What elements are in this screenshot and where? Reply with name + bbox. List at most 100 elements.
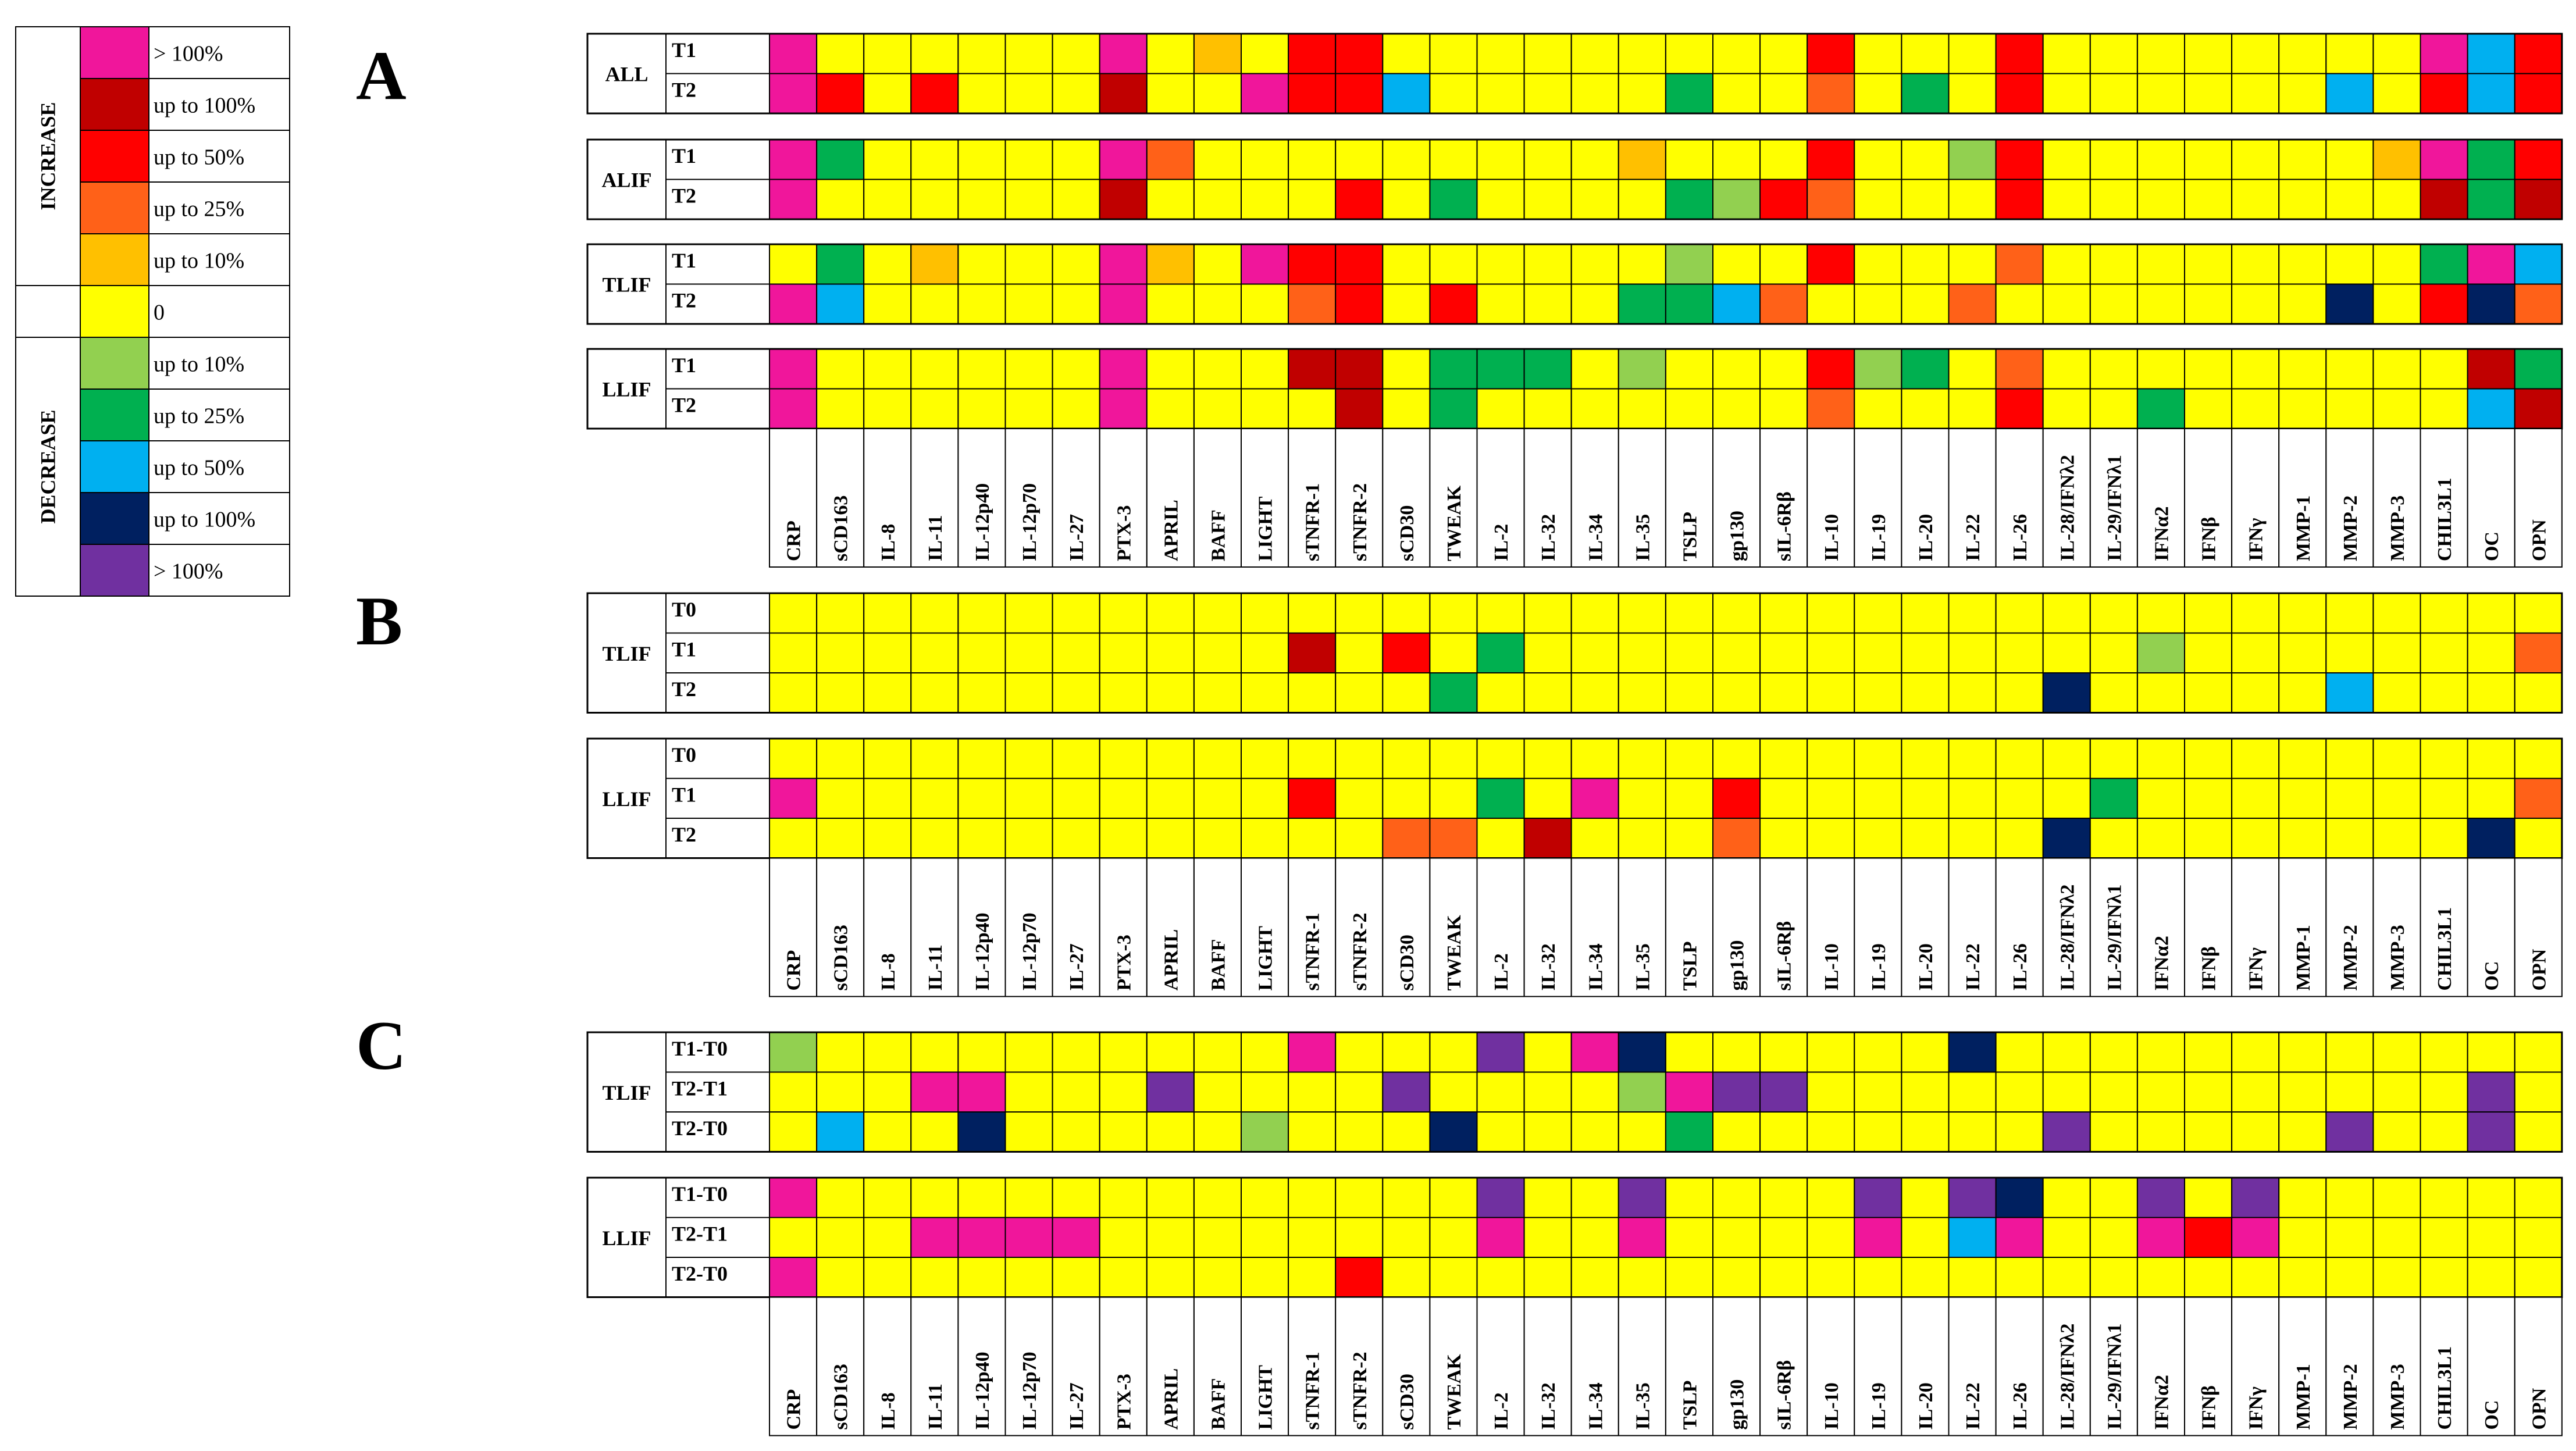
column-label: IL-32 <box>1538 943 1559 990</box>
heatmap-cell <box>1712 139 1761 180</box>
column-label: IL-26 <box>2010 1382 2031 1429</box>
heatmap-cell <box>957 818 1006 859</box>
heatmap-cell <box>2278 1032 2327 1073</box>
heatmap-cell <box>2325 1032 2374 1073</box>
heatmap-cell <box>1854 1177 1902 1218</box>
heatmap-cell <box>1335 1217 1384 1258</box>
heatmap-cell <box>1099 632 1148 673</box>
column-label: IFNβ <box>2199 946 2220 990</box>
heatmap-cell <box>1995 1032 2044 1073</box>
heatmap-cell <box>1429 348 1478 390</box>
heatmap-cell <box>1382 672 1431 714</box>
heatmap-cell <box>1099 593 1148 634</box>
heatmap-cell <box>1288 388 1337 429</box>
heatmap-cell <box>1382 283 1431 325</box>
heatmap-cell <box>910 244 959 285</box>
heatmap-cell <box>2467 73 2516 114</box>
heatmap-cell <box>1099 1071 1148 1113</box>
heatmap-cell <box>1146 244 1195 285</box>
heatmap-cell <box>2514 179 2563 220</box>
column-label: IL-8 <box>878 1392 899 1429</box>
heatmap-cell <box>1759 283 1808 325</box>
column-label: MMP-1 <box>2293 495 2314 561</box>
heatmap-cell <box>1429 139 1478 180</box>
heatmap-cell <box>1288 283 1337 325</box>
heatmap-cell <box>863 672 912 714</box>
heatmap-cell <box>1617 1177 1666 1218</box>
heatmap-cell <box>2514 1257 2563 1298</box>
heatmap-cell <box>1995 244 2044 285</box>
heatmap-cell <box>1712 738 1761 779</box>
heatmap-cell <box>1288 632 1337 673</box>
heatmap-cell <box>1193 1257 1242 1298</box>
heatmap-cell <box>1382 818 1431 859</box>
block-name: ALL <box>605 63 648 86</box>
heatmap-cell <box>1712 244 1761 285</box>
heatmap-cell <box>2231 244 2280 285</box>
heatmap-cell <box>1429 244 1478 285</box>
column-label: IL-32 <box>1538 1382 1559 1429</box>
heatmap-cell <box>1665 1032 1713 1073</box>
column-label: sCD30 <box>1396 505 1418 561</box>
legend-item-label: > 100% <box>154 559 223 584</box>
heatmap-cell <box>2325 1217 2374 1258</box>
heatmap-cell <box>2420 632 2468 673</box>
legend-decrease-label: DECREASE <box>37 409 60 523</box>
heatmap-cell <box>769 388 818 429</box>
heatmap-cell <box>1193 348 1242 390</box>
heatmap-cell <box>1146 283 1195 325</box>
heatmap-cell <box>910 179 959 220</box>
heatmap-cell <box>1854 778 1902 819</box>
heatmap-cell <box>1759 33 1808 74</box>
heatmap-cell <box>1665 1177 1713 1218</box>
heatmap-cell <box>1476 738 1525 779</box>
heatmap-cell <box>1193 1217 1242 1258</box>
heatmap-cell <box>1429 738 1478 779</box>
column-label: sTNFR-2 <box>1349 483 1371 561</box>
heatmap-cell <box>2372 388 2421 429</box>
heatmap-cell <box>2042 73 2091 114</box>
heatmap-cell <box>1099 818 1148 859</box>
heatmap-cell <box>1429 388 1478 429</box>
heatmap-cell <box>2136 818 2185 859</box>
heatmap-cell <box>1241 1071 1289 1113</box>
heatmap-cell <box>1241 1217 1289 1258</box>
column-header-row: CRP sCD163 IL-8 IL-11 IL-12p40 IL-12p70 IL-27 P… <box>769 1296 2563 1436</box>
heatmap-cell <box>1288 1217 1337 1258</box>
column-label: CHIL3L1 <box>2434 1346 2456 1430</box>
heatmap-cell <box>1712 672 1761 714</box>
heatmap-cell <box>1948 738 1997 779</box>
heatmap-cell <box>1004 179 1053 220</box>
heatmap-cell <box>1901 388 1950 429</box>
heatmap-cell <box>1146 1257 1195 1298</box>
heatmap-cell <box>1948 33 1997 74</box>
heatmap-cell <box>1476 1177 1525 1218</box>
heatmap-cell <box>2278 738 2327 779</box>
column-label: MMP-2 <box>2340 495 2361 561</box>
heatmap-cell <box>1901 139 1950 180</box>
column-label: CHIL3L1 <box>2434 477 2456 561</box>
heatmap-cell <box>957 33 1006 74</box>
heatmap-cell <box>1570 632 1619 673</box>
heatmap-cell <box>863 348 912 390</box>
heatmap-cell <box>1146 1071 1195 1113</box>
heatmap-cell <box>1617 73 1666 114</box>
heatmap-cell <box>1759 778 1808 819</box>
heatmap-cell <box>2042 1071 2091 1113</box>
heatmap-cell <box>1759 818 1808 859</box>
heatmap-cell <box>2420 388 2468 429</box>
column-label: OPN <box>2528 1388 2550 1429</box>
heatmap-cell <box>1854 73 1902 114</box>
heatmap-cell <box>1995 73 2044 114</box>
heatmap-cell <box>2278 139 2327 180</box>
heatmap-cell <box>1617 778 1666 819</box>
heatmap-block: T1 T2 ALL <box>586 33 2563 115</box>
heatmap-cell <box>1004 778 1053 819</box>
heatmap-cell <box>2042 348 2091 390</box>
heatmap-cell <box>1712 33 1761 74</box>
heatmap-cell <box>1288 1032 1337 1073</box>
heatmap-cell <box>1382 33 1431 74</box>
heatmap-cell <box>1807 593 1855 634</box>
heatmap-cell <box>957 1257 1006 1298</box>
heatmap-cell <box>2514 388 2563 429</box>
